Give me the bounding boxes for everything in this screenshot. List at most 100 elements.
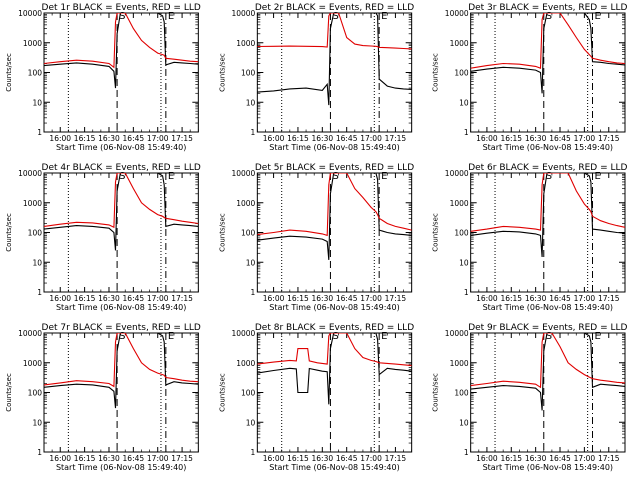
y-axis-label: Counts/sec	[218, 373, 226, 412]
start-marker-label: S	[332, 11, 338, 22]
events-series-line	[257, 333, 412, 405]
y-tick-label: 1000	[23, 199, 42, 208]
x-tick-label: 16:45	[123, 134, 145, 143]
start-marker-label: S	[332, 331, 338, 342]
x-tick-label: 16:15	[500, 454, 522, 463]
x-tick-label: 17:00	[360, 454, 382, 463]
y-tick-label: 100	[241, 69, 256, 78]
x-tick-label: 16:30	[312, 454, 334, 463]
y-tick-label: 1	[464, 448, 469, 457]
x-tick-label: 16:45	[336, 294, 358, 303]
x-axis-label: Start Time (06-Nov-08 15:49:40)	[483, 303, 613, 312]
y-tick-label: 10	[32, 418, 42, 427]
x-tick-label: 16:15	[74, 294, 96, 303]
plot-frame	[470, 12, 626, 133]
y-tick-label: 10000	[231, 9, 255, 18]
y-axis-label: Counts/sec	[432, 53, 440, 92]
x-tick-label: 17:00	[574, 294, 596, 303]
panel-title: Det 3r BLACK = Events, RED = LLD	[468, 3, 627, 13]
y-tick-label: 10000	[18, 169, 42, 178]
y-tick-label: 1000	[236, 39, 255, 48]
y-tick-label: 1000	[23, 39, 42, 48]
plot-frame	[256, 332, 413, 453]
x-axis-label: Start Time (06-Nov-08 15:49:40)	[56, 463, 186, 472]
x-tick-label: 16:30	[525, 134, 547, 143]
lld-series-line	[470, 173, 625, 232]
end-marker-label: E	[381, 11, 387, 22]
y-tick-label: 1000	[450, 199, 469, 208]
end-marker-label: E	[381, 331, 387, 342]
lld-series-line	[470, 13, 625, 69]
y-tick-label: 10	[32, 98, 42, 107]
x-axis-label: Start Time (06-Nov-08 15:49:40)	[56, 143, 186, 152]
x-tick-label: 16:30	[98, 134, 120, 143]
panel-3: Det 3r BLACK = Events, RED = LLD 1 10 100 10…	[432, 3, 628, 152]
x-tick-label: 17:00	[147, 134, 169, 143]
y-axis-label: Counts/sec	[432, 213, 440, 252]
x-tick-label: 16:30	[312, 134, 334, 143]
x-axis-label: Start Time (06-Nov-08 15:49:40)	[483, 463, 613, 472]
x-tick-label: 16:45	[123, 294, 145, 303]
x-axis-label: Start Time (06-Nov-08 15:49:40)	[269, 143, 399, 152]
y-axis-label: Counts/sec	[432, 373, 440, 412]
y-tick-label: 10000	[18, 9, 42, 18]
plot-frame	[256, 12, 413, 133]
y-tick-label: 100	[454, 69, 469, 78]
y-tick-label: 1	[251, 288, 256, 297]
panel-title: Det 5r BLACK = Events, RED = LLD	[255, 163, 414, 173]
x-tick-label: 17:00	[574, 134, 596, 143]
y-tick-label: 1	[37, 288, 42, 297]
y-axis-label: Counts/sec	[218, 213, 226, 252]
end-marker-label: E	[595, 171, 601, 182]
end-marker-label: E	[168, 331, 174, 342]
panel-5: Det 5r BLACK = Events, RED = LLD 1 10 100 10…	[218, 163, 414, 312]
panel-2: Det 2r BLACK = Events, RED = LLD 1 10 100 10…	[218, 3, 414, 152]
x-tick-label: 16:15	[287, 454, 309, 463]
events-series-line	[257, 173, 412, 260]
x-tick-label: 17:00	[360, 134, 382, 143]
x-tick-label: 16:45	[336, 454, 358, 463]
x-tick-label: 17:15	[598, 134, 620, 143]
y-axis-label: Counts/sec	[5, 373, 13, 412]
events-series-line	[44, 13, 199, 89]
events-series-line	[470, 333, 625, 411]
y-tick-label: 10	[459, 258, 469, 267]
x-tick-label: 16:15	[287, 134, 309, 143]
x-tick-label: 17:15	[598, 454, 620, 463]
y-axis-label: Counts/sec	[5, 53, 13, 92]
start-marker-label: S	[546, 331, 552, 342]
y-tick-label: 10000	[231, 169, 255, 178]
y-tick-label: 10	[32, 258, 42, 267]
events-series-line	[257, 13, 412, 106]
x-tick-label: 16:30	[98, 294, 120, 303]
start-marker-label: S	[546, 171, 552, 182]
x-tick-label: 17:15	[171, 454, 193, 463]
y-tick-label: 1000	[23, 359, 42, 368]
x-axis-label: Start Time (06-Nov-08 15:49:40)	[269, 303, 399, 312]
start-marker-label: S	[119, 331, 125, 342]
x-tick-label: 16:00	[263, 294, 285, 303]
y-tick-label: 1	[37, 448, 42, 457]
y-tick-label: 1	[464, 288, 469, 297]
events-series-line	[470, 13, 625, 94]
lld-series-line	[44, 13, 199, 69]
y-tick-label: 100	[241, 229, 256, 238]
events-series-line	[44, 333, 199, 409]
y-tick-label: 10	[246, 98, 256, 107]
x-axis-label: Start Time (06-Nov-08 15:49:40)	[269, 463, 399, 472]
y-axis-label: Counts/sec	[218, 53, 226, 92]
panel-6: Det 6r BLACK = Events, RED = LLD 1 10 100 10…	[432, 163, 628, 312]
y-tick-label: 10	[459, 418, 469, 427]
x-axis-label: Start Time (06-Nov-08 15:49:40)	[56, 303, 186, 312]
panel-title: Det 4r BLACK = Events, RED = LLD	[42, 163, 201, 173]
y-tick-label: 1000	[236, 359, 255, 368]
end-marker-label: E	[381, 171, 387, 182]
events-series-line	[470, 173, 625, 258]
end-marker-label: E	[168, 11, 174, 22]
panel-8: Det 8r BLACK = Events, RED = LLD 1 10 100 10…	[218, 323, 414, 472]
x-tick-label: 17:00	[574, 454, 596, 463]
x-tick-label: 17:15	[598, 294, 620, 303]
x-tick-label: 16:00	[476, 134, 498, 143]
x-tick-label: 16:15	[74, 454, 96, 463]
